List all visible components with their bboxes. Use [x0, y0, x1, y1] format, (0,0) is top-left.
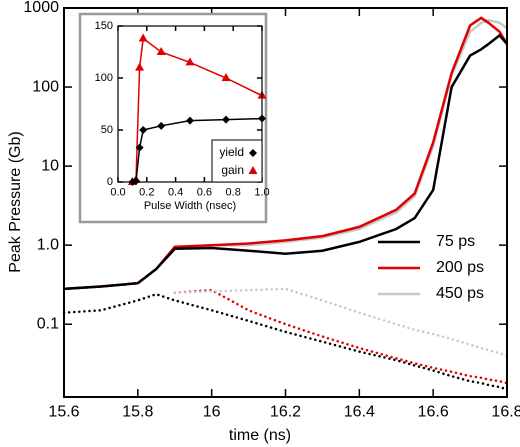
legend-marker: [248, 166, 258, 174]
marker: [138, 33, 148, 42]
x-tick-label: 16.2: [270, 403, 301, 420]
plot-frame: [117, 25, 263, 183]
dotted-line: [173, 287, 509, 357]
marker: [185, 57, 195, 66]
y-tick-label: 100: [95, 72, 113, 84]
y-tick-label: 0.1: [37, 315, 59, 332]
y-tick-label: 100: [32, 78, 59, 95]
marker: [139, 126, 148, 134]
dotted-line: [62, 292, 509, 391]
x-tick-label: 16.8: [491, 403, 520, 420]
marker: [221, 73, 231, 81]
x-tick-label: 16.6: [418, 403, 449, 420]
x-axis-label: time (ns): [229, 427, 291, 444]
x-tick-label: 1.0: [254, 186, 269, 198]
y-axis-label: Peak Pressure (Gb): [7, 131, 24, 272]
legend-label: 200 ps: [436, 259, 484, 276]
marker: [135, 143, 144, 152]
x-tick-label: 0.0: [110, 186, 125, 198]
marker: [157, 121, 166, 130]
legend-label: yield: [219, 145, 244, 159]
x-tick-label: 16.4: [344, 403, 375, 420]
marker: [222, 115, 230, 124]
y-tick-label: 1.0: [37, 236, 59, 253]
x-tick-label: 16: [203, 403, 221, 420]
y-tick-label: 10: [41, 157, 59, 174]
inset-legend-box: [211, 139, 263, 183]
line: [132, 117, 263, 183]
legend-label: gain: [221, 163, 244, 177]
x-tick-label: 15.6: [48, 403, 79, 420]
y-tick-label: 0: [107, 176, 113, 188]
marker: [186, 116, 194, 125]
legend-label: 75 ps: [436, 233, 475, 250]
y-tick-label: 1000: [23, 0, 59, 16]
x-axis-label: Pulse Width (nsec): [144, 200, 236, 212]
line: [63, 33, 508, 291]
x-tick-label: 0.2: [139, 186, 154, 198]
line: [132, 37, 263, 183]
plot-frame: [63, 7, 508, 398]
legend-label: 450 ps: [436, 285, 484, 302]
marker: [156, 47, 166, 55]
x-tick-label: 0.4: [168, 186, 183, 198]
marker: [135, 62, 145, 71]
y-tick-label: 50: [101, 124, 113, 136]
marker: [132, 176, 140, 185]
dotted-line: [173, 288, 509, 385]
legend-marker: [249, 149, 257, 157]
x-tick-label: 0.6: [197, 186, 212, 198]
x-tick-label: 0.8: [226, 186, 241, 198]
x-tick-label: 15.8: [122, 403, 153, 420]
inset-background: [78, 12, 268, 224]
y-tick-label: 150: [95, 20, 113, 32]
